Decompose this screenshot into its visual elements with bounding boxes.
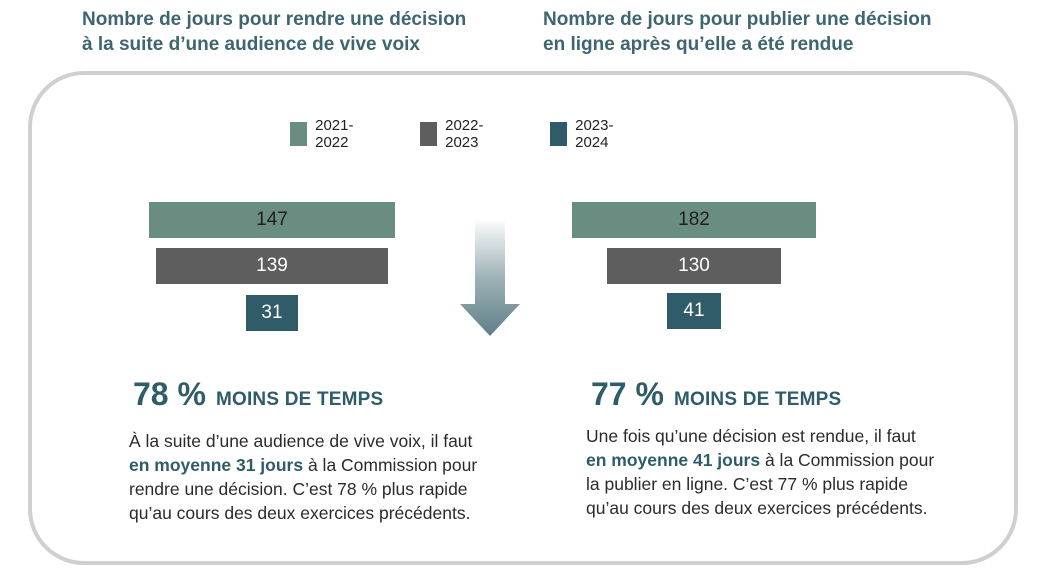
stat-right-line-4: qu’au cours des deux exercices précédent… — [586, 498, 928, 518]
bar-left-2022-2023: 139 — [155, 248, 389, 284]
stat-right-percent: 77 % — [591, 376, 664, 412]
legend-label-2022-2023: 2022-2023 — [445, 117, 484, 151]
legend-item-2022-2023: 2022-2023 — [420, 117, 492, 151]
stat-left-line-2: à la Commission pour — [303, 455, 478, 475]
bar-right-2022-2023: 130 — [606, 248, 782, 284]
stat-right-paragraph: Une fois qu’une décision est rendue, il … — [586, 424, 934, 520]
stat-left-highlight: en moyenne 31 jours — [129, 455, 304, 475]
legend-label-2023-2024: 2023-2024 — [575, 117, 614, 151]
stat-left-line-4: qu’au cours des deux exercices précédent… — [129, 503, 471, 523]
bar-value-label: 31 — [261, 302, 283, 323]
legend-item-2021-2022: 2021-2022 — [290, 117, 362, 151]
legend-swatch-2022-2023 — [420, 122, 438, 146]
bar-left-2021-2022: 147 — [149, 202, 395, 238]
stat-left-heading: 78 % MOINS DE TEMPS — [133, 376, 383, 413]
stat-right-label: MOINS DE TEMPS — [673, 389, 842, 410]
legend-swatch-2023-2024 — [550, 122, 568, 146]
stat-left-percent: 78 % — [133, 376, 206, 412]
legend-item-2023-2024: 2023-2024 — [550, 117, 622, 151]
heading-left-line-1: Nombre de jours pour rendre une décision — [82, 9, 467, 30]
heading-right-line-2: en ligne après qu’elle a été rendue — [543, 34, 854, 55]
stat-left-line-1: À la suite d’une audience de vive voix, … — [129, 431, 473, 451]
stat-right-heading: 77 % MOINS DE TEMPS — [591, 376, 841, 413]
stat-right-line-2: à la Commission pour — [760, 450, 935, 470]
bar-value-label: 130 — [678, 255, 710, 276]
stat-right-line-1: Une fois qu’une décision est rendue, il … — [586, 426, 916, 446]
heading-right-line-1: Nombre de jours pour publier une décisio… — [543, 9, 932, 30]
stat-left-label: MOINS DE TEMPS — [215, 389, 384, 410]
bar-value-label: 182 — [678, 209, 710, 230]
heading-right: Nombre de jours pour publier une décisio… — [543, 7, 932, 57]
stat-left-paragraph: À la suite d’une audience de vive voix, … — [129, 429, 477, 525]
bar-left-2023-2024: 31 — [246, 295, 298, 331]
heading-left-line-2: à la suite d’une audience de vive voix — [82, 34, 420, 55]
bar-value-label: 139 — [256, 255, 288, 276]
stat-right-line-3: la publier en ligne. C’est 77 % plus rap… — [586, 474, 908, 494]
down-arrow-icon — [460, 218, 520, 336]
stat-right-highlight: en moyenne 41 jours — [586, 450, 761, 470]
bar-value-label: 147 — [256, 209, 288, 230]
bar-right-2023-2024: 41 — [666, 293, 722, 329]
bar-right-2021-2022: 182 — [572, 202, 816, 238]
legend-swatch-2021-2022 — [290, 122, 308, 146]
bar-value-label: 41 — [683, 300, 705, 321]
stat-left-line-3: rendre une décision. C’est 78 % plus rap… — [129, 479, 468, 499]
rounded-frame — [28, 71, 1018, 565]
heading-left: Nombre de jours pour rendre une décision… — [82, 7, 466, 57]
legend-label-2021-2022: 2021-2022 — [315, 117, 354, 151]
